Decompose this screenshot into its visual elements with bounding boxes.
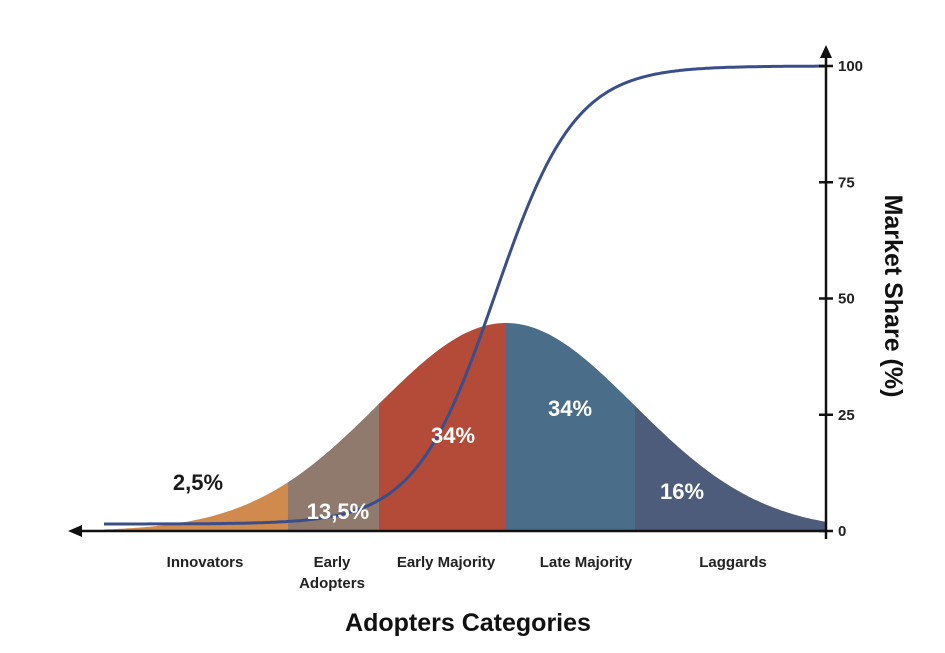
category-label-2: Early Adopters [299, 554, 365, 592]
category-label-4: Late Majority [540, 554, 633, 571]
market-share-curve [104, 64, 826, 526]
segment-2 [288, 323, 380, 531]
category-label-line: Laggards [699, 554, 767, 571]
share-label-5: 16% [660, 479, 704, 504]
chart-labels: Innovators 2,5% Early Adopters 13,5% Early Ma… [167, 396, 767, 592]
category-label-line: Adopters [299, 575, 365, 592]
axes: 0 25 50 75 100 [68, 45, 863, 540]
bell-curve-segments [104, 323, 826, 531]
y-tick-label-100: 100 [838, 58, 863, 75]
share-label-3: 34% [431, 423, 475, 448]
x-axis-arrow [68, 525, 82, 537]
segment-1 [104, 323, 289, 531]
category-label-line: Early [314, 554, 351, 571]
x-axis-title: Adopters Categories [345, 609, 591, 637]
category-label-line: Early Majority [397, 554, 496, 571]
category-label-3: Early Majority [397, 554, 496, 571]
segment-3 [379, 323, 507, 531]
category-label-5: Laggards [699, 554, 767, 571]
category-label-line: Late Majority [540, 554, 633, 571]
category-label-line: Innovators [167, 554, 244, 571]
y-tick-label-75: 75 [838, 174, 855, 191]
share-label-4: 34% [548, 396, 592, 421]
y-axis-title: Market Share (%) [879, 195, 907, 398]
y-tick-label-50: 50 [838, 291, 855, 308]
category-label-1: Innovators [167, 554, 244, 571]
share-label-2: 13,5% [307, 499, 369, 524]
y-tick-label-0: 0 [838, 523, 846, 540]
y-axis-arrow [820, 45, 832, 58]
y-tick-label-25: 25 [838, 407, 855, 424]
share-label-1: 2,5% [173, 470, 223, 495]
